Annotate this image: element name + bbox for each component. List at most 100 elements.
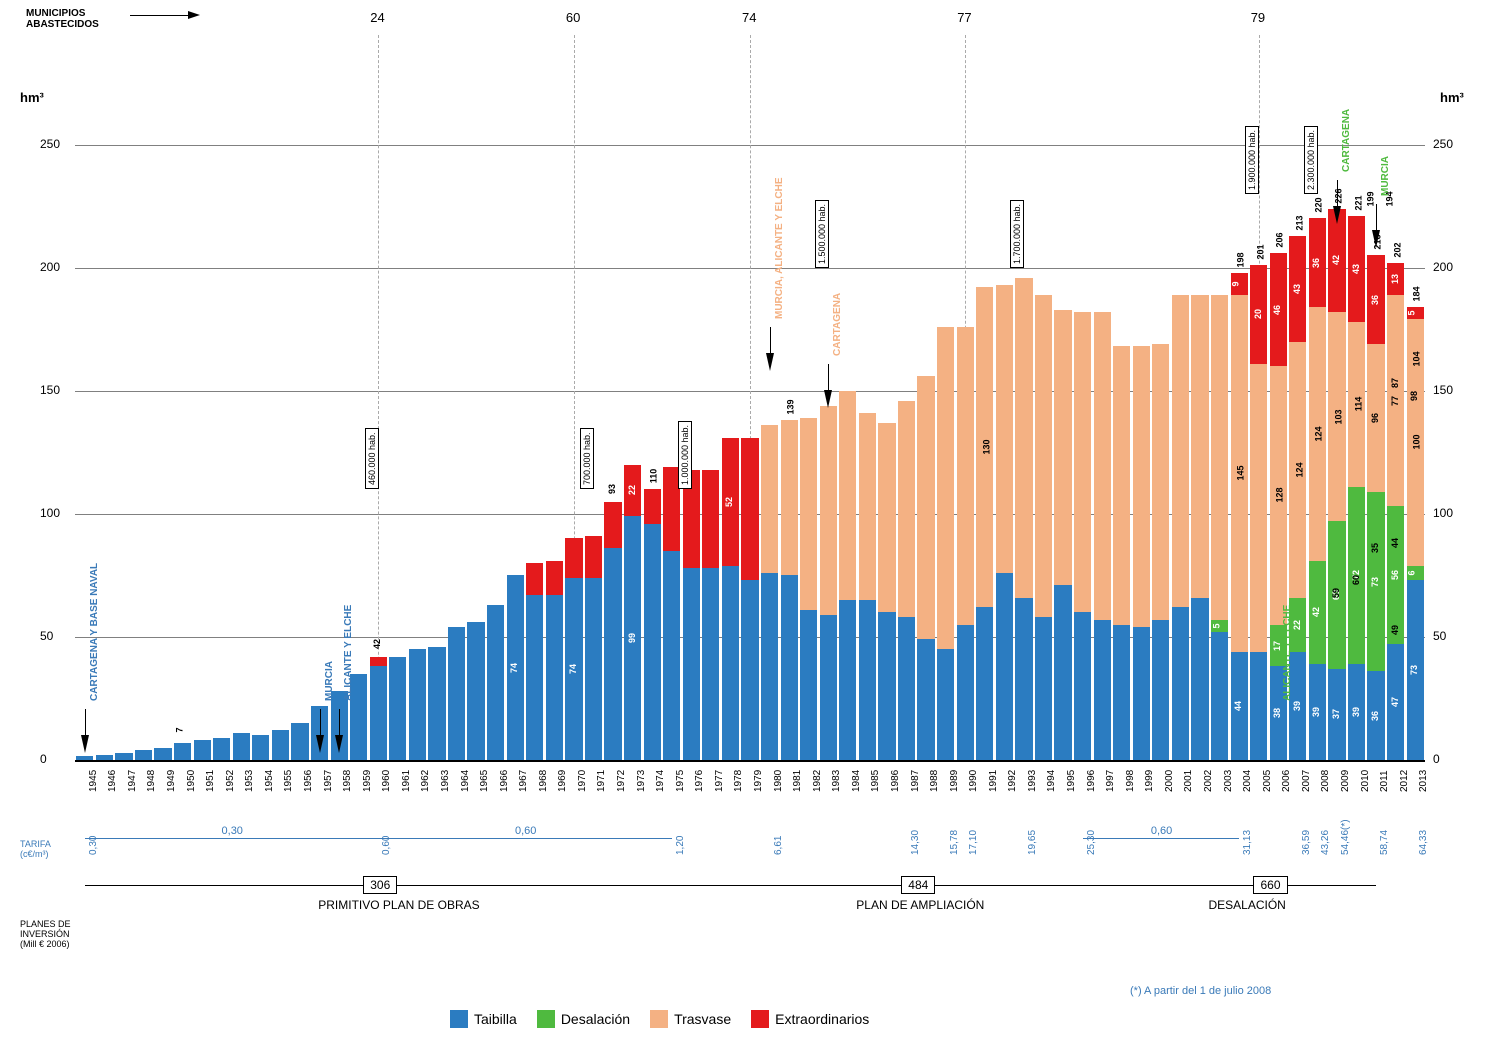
year-label: 1956 <box>303 770 314 792</box>
tarifa-value: 17,10 <box>968 830 979 855</box>
bar-segment <box>1231 295 1248 652</box>
bar-segment <box>194 740 211 760</box>
bar-total-label: 220 <box>1314 198 1324 213</box>
footnote: (*) A partir del 1 de julio 2008 <box>1130 985 1271 997</box>
bar-segment <box>996 285 1013 573</box>
legend-swatch <box>537 1010 555 1028</box>
year-label: 1974 <box>655 770 666 792</box>
bar-segment <box>1407 319 1424 565</box>
legend-label: Extraordinarios <box>775 1011 869 1027</box>
bar-segment <box>1015 598 1032 760</box>
bar-segment <box>370 657 387 667</box>
bar-segment <box>1250 652 1267 760</box>
year-label: 1960 <box>381 770 392 792</box>
bar-total-label: 213 <box>1294 215 1304 230</box>
bar-segment <box>389 657 406 760</box>
bar-segment <box>644 524 661 760</box>
bar-segment <box>1328 521 1345 669</box>
bar-segment <box>546 595 563 760</box>
ytick-label: 200 <box>1433 260 1453 274</box>
bar-segment <box>1367 492 1384 672</box>
year-label: 1997 <box>1105 770 1116 792</box>
chart-plot-area: 0050501001001501502002002502502460747779… <box>75 120 1425 760</box>
year-label: 2009 <box>1340 770 1351 792</box>
event-annotation: CARTAGENA Y BASE NAVAL <box>89 563 100 701</box>
event-annotation: MURCIA, ALICANTE Y ELCHE <box>774 178 785 320</box>
bar-segment <box>291 723 308 760</box>
ytick-label: 0 <box>1433 752 1440 766</box>
year-label: 1991 <box>988 770 999 792</box>
year-label: 1996 <box>1086 770 1097 792</box>
bar-segment <box>722 438 739 566</box>
bar-segment <box>1348 664 1365 760</box>
bar-segment <box>957 625 974 760</box>
year-label: 1978 <box>733 770 744 792</box>
bar-total-label: 42 <box>372 639 382 649</box>
year-label: 1952 <box>225 770 236 792</box>
bar-total-label: 110 <box>648 469 658 484</box>
bar-segment <box>1133 627 1150 760</box>
year-label: 2012 <box>1399 770 1410 792</box>
year-label: 2000 <box>1164 770 1175 792</box>
year-label: 1982 <box>812 770 823 792</box>
bar-segment <box>1328 669 1345 760</box>
bar-segment <box>957 327 974 625</box>
plan-investment-box: 306 <box>363 876 397 894</box>
event-annotation: ALICANTE Y ELCHE <box>343 604 354 700</box>
bar-segment <box>467 622 484 760</box>
bar-segment <box>1270 253 1287 366</box>
bar-segment <box>722 566 739 760</box>
bar-segment <box>1074 312 1091 612</box>
bar-segment <box>272 730 289 760</box>
bar-segment <box>1367 255 1384 344</box>
municipio-count: 24 <box>370 10 384 25</box>
bar-total-label: 206 <box>1275 232 1285 247</box>
bar-segment <box>1231 273 1248 295</box>
bar-segment <box>1367 344 1384 492</box>
bar-total-label: 226 <box>1333 188 1343 203</box>
year-label: 1964 <box>460 770 471 792</box>
bar-segment <box>702 470 719 568</box>
year-label: 1998 <box>1125 770 1136 792</box>
tarifa-value: 14,30 <box>910 830 921 855</box>
year-label: 1970 <box>577 770 588 792</box>
year-label: 1976 <box>694 770 705 792</box>
year-label: 1977 <box>714 770 725 792</box>
year-label: 1965 <box>479 770 490 792</box>
annotation-arrowhead <box>335 735 343 753</box>
bar-segment <box>1289 236 1306 342</box>
year-label: 1966 <box>499 770 510 792</box>
bar-segment <box>1328 209 1345 312</box>
population-box: 1.900.000 hab. <box>1245 126 1259 194</box>
bar-segment <box>585 536 602 578</box>
event-annotation: MURCIA <box>1380 156 1391 196</box>
annotation-arrow <box>1337 180 1338 208</box>
bar-segment <box>174 743 191 760</box>
year-label: 1994 <box>1046 770 1057 792</box>
legend-swatch <box>751 1010 769 1028</box>
bar-segment <box>487 605 504 760</box>
bar-total-label: 221 <box>1353 195 1363 210</box>
bar-segment <box>1407 580 1424 760</box>
bar-segment <box>878 612 895 760</box>
bar-segment <box>1270 366 1287 624</box>
year-label: 1985 <box>870 770 881 792</box>
year-label: 1980 <box>773 770 784 792</box>
year-label: 1983 <box>831 770 842 792</box>
year-label: 1975 <box>675 770 686 792</box>
bar-segment <box>781 420 798 575</box>
y-axis-label-left: hm³ <box>20 90 44 105</box>
tarifa-value: 64,33 <box>1418 830 1429 855</box>
legend-swatch <box>450 1010 468 1028</box>
municipio-count: 60 <box>566 10 580 25</box>
extra-value-label: 199 <box>1365 191 1375 206</box>
bar-segment <box>1054 310 1071 586</box>
plan-name: PRIMITIVO PLAN DE OBRAS <box>318 898 479 912</box>
year-label: 1967 <box>518 770 529 792</box>
bar-segment <box>976 287 993 607</box>
bar-segment <box>526 595 543 760</box>
bar-segment <box>839 600 856 760</box>
bar-segment <box>1035 617 1052 760</box>
bar-segment <box>565 578 582 760</box>
bar-segment <box>937 649 954 760</box>
